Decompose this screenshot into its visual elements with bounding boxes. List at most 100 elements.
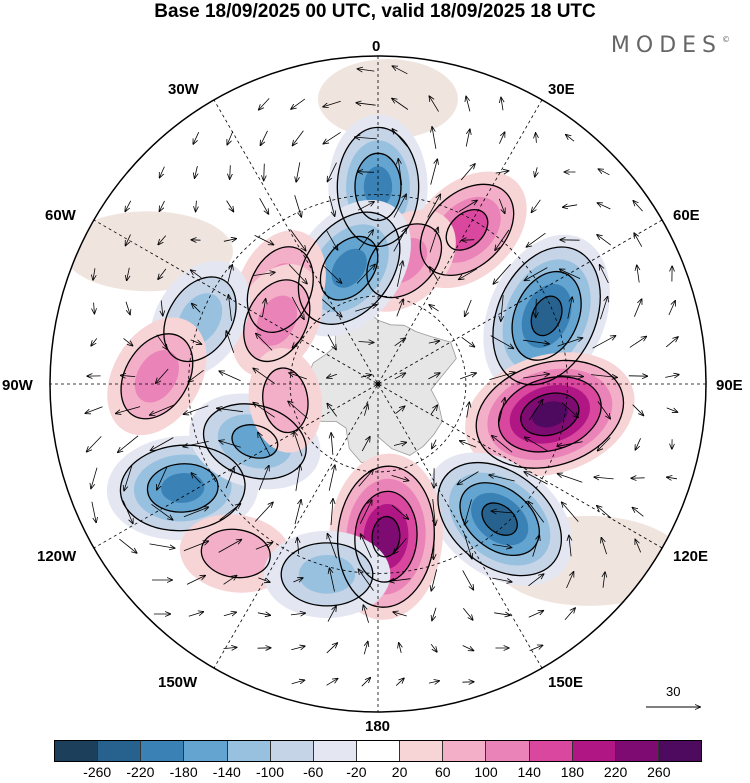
wind-vector [91,338,98,345]
wind-vector [459,268,478,280]
wind-vector [592,336,616,349]
wind-vector [428,341,439,343]
wind-vector [324,132,341,143]
contour-set [202,403,307,480]
wind-vector [126,234,131,246]
contour-line [243,279,311,363]
wind-vector [156,368,169,383]
wind-vector [428,373,439,380]
wind-vector [558,441,583,447]
wind-vector [125,301,130,315]
wind-vector [288,402,309,419]
wind-vector [494,613,510,615]
wind-vector [633,508,644,517]
wind-vector [665,375,678,378]
wind-vector [632,404,644,416]
wind-vector [490,335,514,349]
anomaly-band [531,401,568,428]
wind-vector [458,201,477,212]
anomaly-center [465,352,635,477]
map-border [49,55,707,713]
brand-mark: © [722,35,730,44]
wind-vector [258,433,271,456]
lon-label-30e: 30E [548,81,575,98]
wind-vector [192,304,201,313]
wind-vector [430,644,437,651]
wind-vector [597,506,612,519]
anomaly-band [256,295,298,346]
wind-vector [495,229,510,250]
anomaly-center [107,317,207,436]
wind-vector [529,645,543,651]
wind-vector [532,199,541,212]
wind-vector [355,305,377,312]
wind-vector [594,477,614,479]
wind-vector [255,543,272,550]
wind-vector [466,97,471,112]
wind-vector [160,200,165,211]
wind-vector [331,433,333,455]
anomaly-band [363,166,393,208]
contour-line [297,211,401,325]
wind-vector [254,235,274,244]
wind-vector [124,465,133,491]
wind-vector [528,611,543,618]
wind-vector [501,98,503,111]
wind-vector [463,533,472,559]
wind-vector [428,681,439,683]
wind-vector [193,132,200,144]
wind-vector [223,647,237,648]
wind-vector [492,545,512,548]
wind-vector [601,538,607,555]
colorbar-segment [443,741,487,761]
wind-vector [326,679,338,686]
contour-line [475,359,625,469]
wind-vector [254,503,273,522]
wind-vector [432,127,437,149]
colorbar-tick-label: 140 [517,764,541,780]
contour-line [119,444,246,532]
wind-vector [523,339,549,344]
wind-vector [327,404,338,417]
wind-vector [532,535,540,557]
colorbar-tick-label: -20 [346,764,367,780]
wind-vector [535,167,537,176]
wind-vector [330,569,335,592]
contour-line [497,376,602,453]
wind-vector [597,235,612,246]
africa-landmass [317,59,458,140]
wind-vector [465,130,470,147]
colorbar-segment [400,741,444,761]
wind-vector [527,232,546,247]
wind-vector [183,441,209,446]
wind-vector [460,441,477,448]
lon-label-180: 180 [365,718,391,735]
lon-label-90w: 90W [2,377,33,394]
contour-set [119,444,246,532]
wind-vector [396,261,402,287]
contour-line [280,542,374,607]
wind-vector [151,437,174,451]
contour-set [475,359,625,469]
colorbar-tick-label: 220 [603,764,628,780]
wind-vector [227,265,232,283]
wind-vector [253,369,275,384]
colorbar-segment [313,741,357,761]
wind-vector [359,569,374,591]
wind-vector [191,473,201,484]
wind-vector [295,465,300,491]
wind-vector [489,475,515,482]
colorbar-segment [572,741,616,761]
colorbar-segment [486,741,530,761]
wind-vector [528,574,544,587]
wind-vector [329,195,334,216]
wind-vector [600,265,609,284]
wind-vector [195,166,198,178]
colorbar-tick-label: -140 [212,764,241,780]
wind-vector [498,398,505,422]
wind-vector [394,373,405,380]
wind-vector [561,402,578,418]
wind-vector [357,202,374,211]
colorbar-tick-label: -180 [169,764,198,780]
wind-vector [597,401,610,419]
